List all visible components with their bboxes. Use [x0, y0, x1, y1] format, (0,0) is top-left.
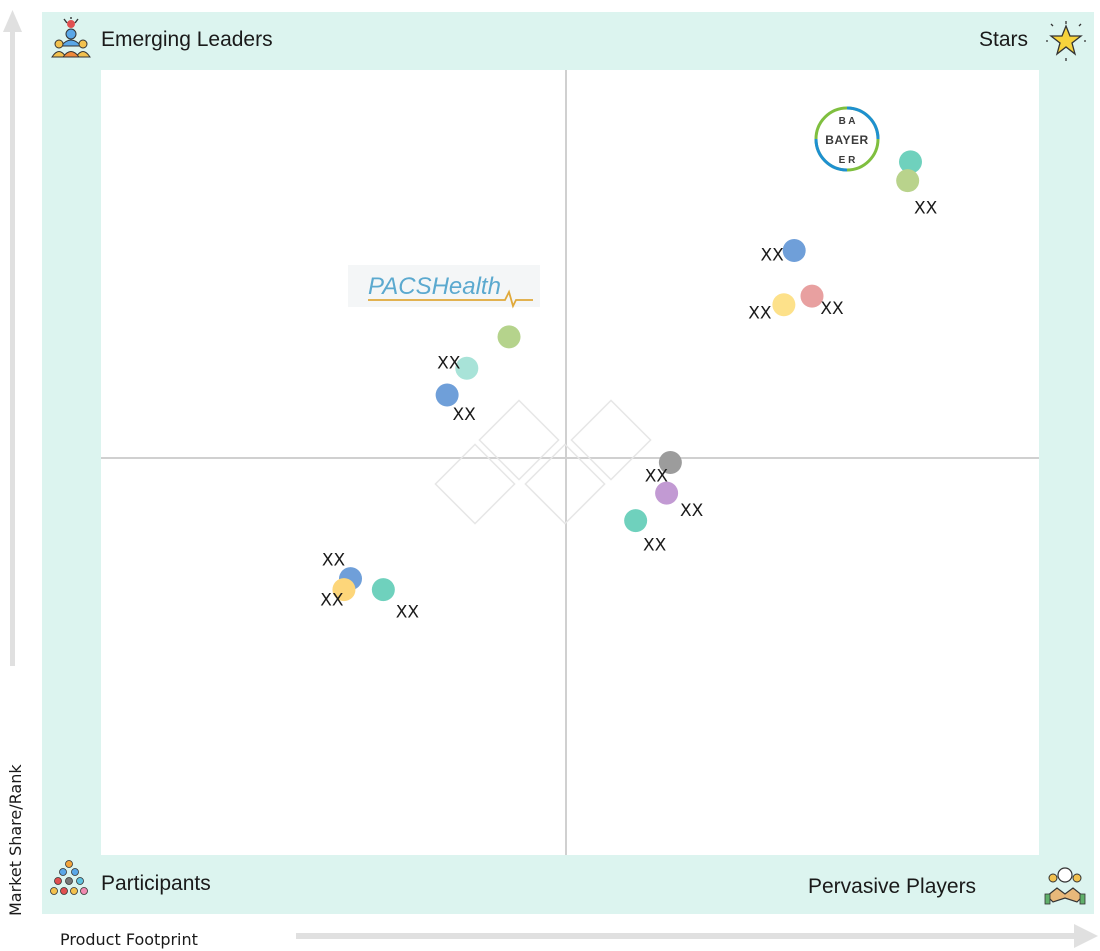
quadrant-label-stars: Stars — [979, 28, 1029, 51]
data-point-label: XX — [680, 501, 704, 521]
data-point-label: XX — [322, 551, 346, 571]
x-axis-label: Product Footprint — [60, 930, 198, 949]
data-point-label: XX — [820, 299, 844, 319]
star-icon — [1046, 21, 1086, 61]
participants-icon — [50, 860, 88, 895]
y-axis-label: Market Share/Rank — [6, 764, 25, 916]
plot-area — [101, 70, 1039, 855]
y-axis-arrow — [3, 10, 22, 666]
bayer-logo-vertical-bottom: E R — [839, 155, 856, 166]
quadrant-label-participants: Participants — [101, 872, 211, 895]
emerging-leaders-icon — [51, 17, 91, 58]
data-point — [655, 481, 679, 505]
watermark-diamonds — [434, 399, 652, 525]
data-point — [455, 356, 479, 380]
bayer-logo-vertical: B A — [839, 116, 856, 127]
data-point — [782, 239, 806, 263]
data-point — [896, 169, 920, 193]
data-point — [898, 150, 922, 174]
data-point — [435, 383, 459, 407]
handshake-icon — [1044, 867, 1086, 905]
data-point-label: XX — [452, 405, 476, 425]
data-point-label: XX — [396, 603, 420, 623]
data-point-label: XX — [645, 467, 669, 487]
data-point — [624, 509, 648, 533]
data-point-label: XX — [914, 199, 938, 219]
data-point-label: XX — [643, 536, 667, 556]
data-points: XX XX XX XX XX XX XX XX XX XX XX XX — [320, 150, 938, 623]
data-point-label: XX — [761, 246, 785, 266]
pacshealth-logo: PACSHealth — [348, 265, 540, 309]
x-axis-arrow — [296, 924, 1098, 948]
bayer-logo: BAYER B A E R — [814, 106, 880, 172]
data-point — [800, 284, 824, 308]
quadrant-label-pervasive-players: Pervasive Players — [808, 875, 977, 898]
quadrant-label-emerging-leaders: Emerging Leaders — [101, 28, 273, 51]
pacshealth-logo-text: PACSHealth — [368, 273, 501, 300]
bayer-logo-text: BAYER — [825, 133, 868, 147]
data-point — [658, 451, 682, 474]
data-point-label: XX — [320, 591, 344, 611]
data-point — [332, 578, 356, 602]
data-point-label: XX — [437, 353, 461, 373]
data-point — [772, 293, 796, 317]
data-point-label: XX — [748, 304, 772, 324]
data-point — [497, 325, 521, 349]
data-point — [371, 578, 395, 602]
